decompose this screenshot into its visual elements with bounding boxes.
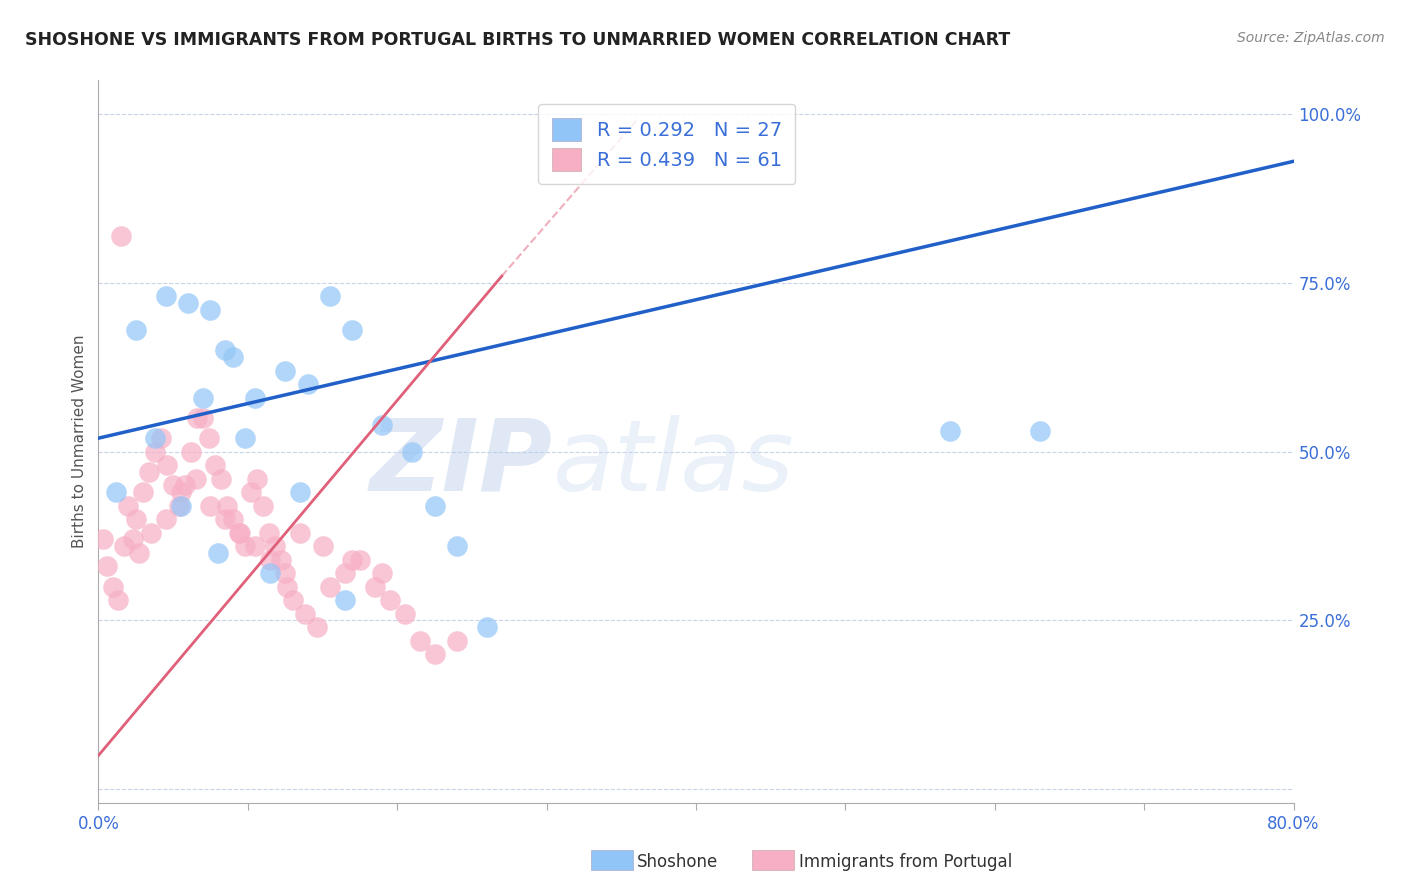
- Point: [128, 546, 150, 560]
- Point: [305, 620, 328, 634]
- Point: [371, 566, 394, 581]
- Text: ZIP: ZIP: [370, 415, 553, 512]
- Point: [110, 228, 132, 243]
- Point: [229, 525, 252, 540]
- Point: [288, 525, 311, 540]
- Point: [139, 525, 162, 540]
- Point: [401, 444, 423, 458]
- Point: [257, 525, 280, 540]
- Point: [169, 499, 191, 513]
- Point: [259, 566, 281, 581]
- Point: [105, 485, 128, 500]
- Point: [270, 552, 292, 566]
- Point: [263, 539, 285, 553]
- Point: [191, 391, 214, 405]
- Point: [333, 593, 356, 607]
- Point: [222, 512, 245, 526]
- Point: [143, 431, 166, 445]
- Point: [342, 552, 364, 566]
- Point: [177, 296, 200, 310]
- Point: [204, 458, 226, 472]
- Text: SHOSHONE VS IMMIGRANTS FROM PORTUGAL BIRTHS TO UNMARRIED WOMEN CORRELATION CHART: SHOSHONE VS IMMIGRANTS FROM PORTUGAL BIR…: [25, 31, 1011, 49]
- Point: [125, 512, 148, 526]
- Point: [155, 512, 177, 526]
- Point: [214, 512, 236, 526]
- Text: Immigrants from Portugal: Immigrants from Portugal: [799, 853, 1012, 871]
- Point: [446, 633, 468, 648]
- Point: [378, 593, 401, 607]
- Point: [274, 566, 297, 581]
- Point: [274, 364, 297, 378]
- Point: [288, 485, 311, 500]
- Point: [342, 323, 364, 337]
- Point: [121, 533, 143, 547]
- Point: [180, 444, 202, 458]
- Point: [423, 499, 446, 513]
- Point: [233, 539, 256, 553]
- Point: [233, 431, 256, 445]
- Point: [939, 425, 962, 439]
- Legend: R = 0.292   N = 27, R = 0.439   N = 61: R = 0.292 N = 27, R = 0.439 N = 61: [538, 104, 796, 185]
- Point: [333, 566, 356, 581]
- Point: [132, 485, 155, 500]
- Point: [91, 533, 114, 547]
- Point: [214, 343, 236, 358]
- Point: [222, 350, 245, 364]
- Point: [125, 323, 148, 337]
- Point: [184, 472, 207, 486]
- Point: [96, 559, 118, 574]
- Point: [319, 580, 342, 594]
- Point: [155, 289, 177, 303]
- Point: [1028, 425, 1050, 439]
- Point: [198, 431, 221, 445]
- Point: [423, 647, 446, 661]
- Point: [200, 499, 222, 513]
- Point: [371, 417, 394, 432]
- Point: [209, 472, 232, 486]
- Point: [245, 391, 267, 405]
- Point: [475, 620, 498, 634]
- Point: [311, 539, 333, 553]
- Point: [297, 377, 319, 392]
- Point: [364, 580, 387, 594]
- Point: [138, 465, 160, 479]
- Text: atlas: atlas: [553, 415, 794, 512]
- Point: [276, 580, 298, 594]
- Point: [281, 593, 304, 607]
- Point: [103, 580, 125, 594]
- Point: [156, 458, 179, 472]
- Point: [167, 499, 190, 513]
- Point: [200, 302, 222, 317]
- Point: [162, 478, 184, 492]
- Point: [294, 607, 316, 621]
- Point: [207, 546, 229, 560]
- Point: [143, 444, 166, 458]
- Point: [174, 478, 197, 492]
- Text: Shoshone: Shoshone: [637, 853, 718, 871]
- Point: [228, 525, 250, 540]
- Point: [112, 539, 135, 553]
- Point: [239, 485, 262, 500]
- Point: [259, 552, 281, 566]
- Point: [252, 499, 274, 513]
- Point: [408, 633, 430, 648]
- Point: [150, 431, 173, 445]
- Point: [191, 411, 214, 425]
- Point: [245, 539, 267, 553]
- Point: [349, 552, 371, 566]
- Point: [169, 485, 191, 500]
- Point: [246, 472, 269, 486]
- Text: Source: ZipAtlas.com: Source: ZipAtlas.com: [1237, 31, 1385, 45]
- Point: [107, 593, 129, 607]
- Point: [446, 539, 468, 553]
- Point: [319, 289, 342, 303]
- Point: [394, 607, 416, 621]
- Point: [186, 411, 208, 425]
- Point: [215, 499, 238, 513]
- Point: [117, 499, 139, 513]
- Y-axis label: Births to Unmarried Women: Births to Unmarried Women: [72, 334, 87, 549]
